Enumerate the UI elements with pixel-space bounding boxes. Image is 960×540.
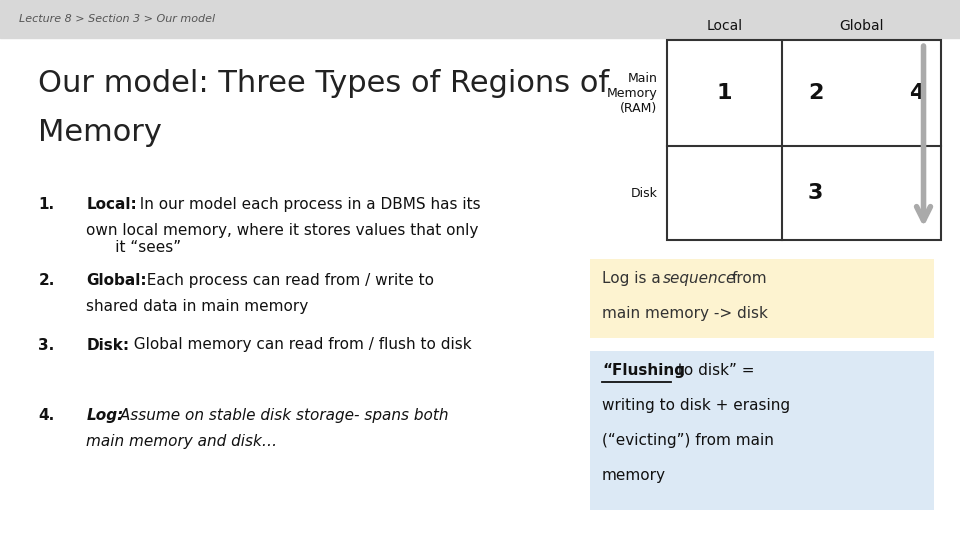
Text: Our model: Three Types of Regions of: Our model: Three Types of Regions of: [38, 69, 610, 98]
Text: 2.: 2.: [38, 273, 55, 288]
Text: Assume on stable disk storage- spans both: Assume on stable disk storage- spans bot…: [115, 408, 449, 423]
Text: Log is a: Log is a: [602, 271, 665, 286]
Text: memory: memory: [602, 468, 666, 483]
Text: sequence: sequence: [662, 271, 735, 286]
Text: 2: 2: [808, 84, 824, 104]
Text: shared data in main memory: shared data in main memory: [86, 299, 309, 314]
Text: main memory and disk…: main memory and disk…: [86, 434, 277, 449]
Text: 1.: 1.: [38, 197, 55, 212]
Text: (“evicting”) from main: (“evicting”) from main: [602, 433, 774, 448]
Text: Global:: Global:: [86, 273, 147, 288]
Text: Local:: Local:: [86, 197, 137, 212]
Text: Global: Global: [839, 19, 884, 33]
Text: 3.: 3.: [38, 338, 55, 353]
Bar: [0, 0, 960, 38]
Bar: [590, 351, 934, 510]
Text: 1: 1: [717, 84, 732, 104]
Text: writing to disk + erasing: writing to disk + erasing: [602, 398, 790, 413]
Text: 4.: 4.: [38, 408, 55, 423]
Text: Memory: Memory: [38, 118, 162, 147]
Text: Log:: Log:: [86, 408, 124, 423]
Text: Disk: Disk: [631, 187, 658, 200]
Text: In our model each process in a DBMS has its: In our model each process in a DBMS has …: [131, 197, 481, 212]
Text: Main
Memory
(RAM): Main Memory (RAM): [607, 72, 658, 115]
Text: 3: 3: [808, 184, 824, 204]
Bar: [590, 259, 934, 338]
Text: to disk” =: to disk” =: [673, 363, 755, 378]
Text: “Flushing: “Flushing: [602, 363, 684, 378]
Text: Local: Local: [707, 19, 743, 33]
Text: main memory -> disk: main memory -> disk: [602, 306, 768, 321]
Text: own local memory, where it stores values that only
      it “sees”: own local memory, where it stores values…: [86, 223, 479, 255]
Text: Lecture 8 > Section 3 > Our model: Lecture 8 > Section 3 > Our model: [19, 14, 215, 24]
Text: Global memory can read from / flush to disk: Global memory can read from / flush to d…: [124, 338, 471, 353]
Text: Each process can read from / write to: Each process can read from / write to: [137, 273, 434, 288]
Text: Disk:: Disk:: [86, 338, 130, 353]
Text: from: from: [732, 271, 767, 286]
Text: 4: 4: [909, 84, 924, 104]
Bar: [667, 40, 941, 240]
